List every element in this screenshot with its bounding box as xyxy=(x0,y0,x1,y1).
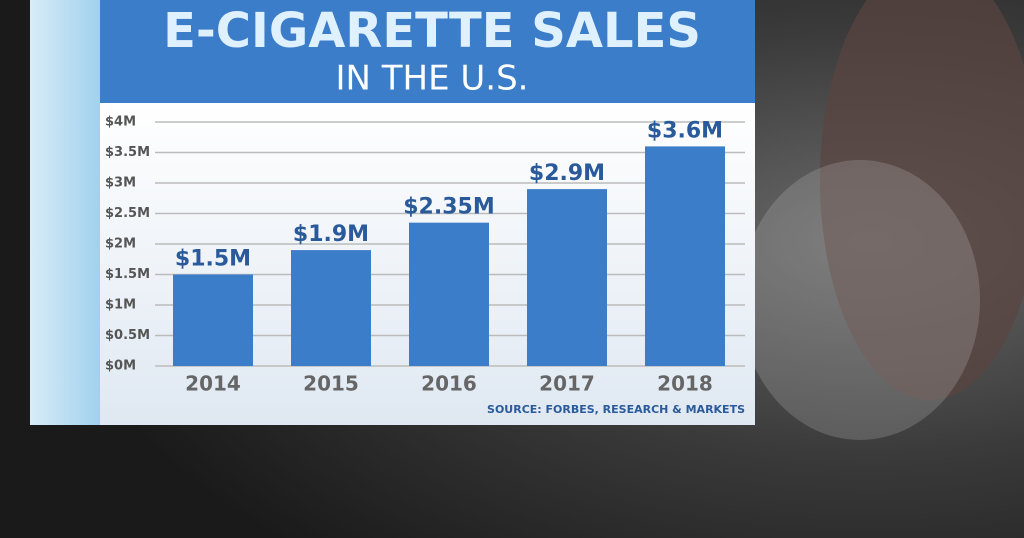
value-label: $1.9M xyxy=(293,222,369,247)
value-label: $2.9M xyxy=(529,161,605,186)
bar xyxy=(645,146,725,366)
y-tick-label: $1M xyxy=(105,298,136,313)
x-tick-label: 2018 xyxy=(657,372,713,396)
smoke xyxy=(740,160,980,440)
value-label: $3.6M xyxy=(647,118,723,143)
x-tick-label: 2017 xyxy=(539,372,595,396)
bar xyxy=(527,189,607,366)
value-label: $1.5M xyxy=(175,247,251,272)
chart-subtitle: IN THE U.S. xyxy=(336,59,529,99)
title-band xyxy=(100,0,755,103)
x-tick-label: 2015 xyxy=(303,372,359,396)
y-tick-label: $2M xyxy=(105,237,136,252)
bar xyxy=(409,222,489,366)
y-tick-label: $3.5M xyxy=(105,145,150,160)
y-tick-label: $0.5M xyxy=(105,328,150,343)
chart-title: E-CIGARETTE SALES xyxy=(163,3,701,59)
y-tick-label: $2.5M xyxy=(105,206,150,221)
source-note: SOURCE: FORBES, RESEARCH & MARKETS xyxy=(487,403,745,416)
hex-strip xyxy=(30,0,102,425)
bar xyxy=(173,274,253,366)
x-tick-label: 2014 xyxy=(185,372,241,396)
y-tick-label: $4M xyxy=(105,115,136,130)
y-tick-label: $3M xyxy=(105,176,136,191)
face-silhouette xyxy=(820,0,1024,400)
value-label: $2.35M xyxy=(403,195,494,220)
x-tick-label: 2016 xyxy=(421,372,477,396)
y-tick-label: $0M xyxy=(105,359,136,374)
y-tick-label: $1.5M xyxy=(105,267,150,282)
bar xyxy=(291,250,371,366)
